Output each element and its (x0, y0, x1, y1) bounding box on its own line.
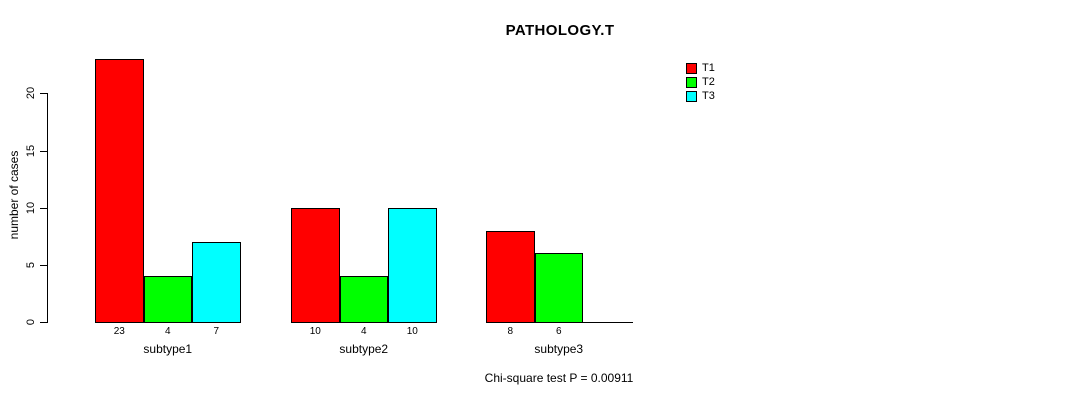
y-tick-label: 15 (25, 144, 37, 158)
chart-title: PATHOLOGY.T (505, 22, 615, 39)
y-tick (40, 93, 47, 94)
bar-value-label: 6 (555, 326, 562, 337)
y-tick-label: 0 (25, 318, 37, 326)
x-category-label-1: subtype1 (143, 342, 193, 356)
legend-swatch-T1 (686, 63, 697, 74)
y-axis-line (47, 93, 48, 323)
bar-subtype3-T1 (486, 231, 535, 323)
bar-subtype3-T3 (583, 322, 633, 323)
y-tick-label: 20 (25, 86, 37, 100)
legend-label-T1: T1 (702, 62, 715, 74)
y-tick (40, 208, 47, 209)
y-tick (40, 151, 47, 152)
legend: T1 T2 T3 (686, 63, 715, 102)
bar-subtype1-T1 (95, 59, 144, 323)
bar-value-label: 10 (406, 326, 418, 337)
bar-subtype1-T2 (143, 276, 192, 323)
legend-label-T3: T3 (702, 90, 715, 102)
bar-subtype2-T2 (339, 276, 388, 323)
bar-value-label: 4 (360, 326, 367, 337)
y-tick-label: 5 (25, 261, 37, 269)
legend-label-T2: T2 (702, 76, 715, 88)
legend-row-T3: T3 (686, 91, 715, 102)
bar-value-label: 10 (309, 326, 321, 337)
y-axis-label: number of cases (7, 150, 21, 240)
legend-swatch-T3 (686, 91, 697, 102)
bar-value-label: 8 (507, 326, 514, 337)
y-tick (40, 322, 47, 323)
chi-square-footnote: Chi-square test P = 0.00911 (484, 371, 634, 385)
bar-subtype1-T3 (192, 242, 241, 323)
bar-value-label: 7 (213, 326, 220, 337)
y-tick (40, 265, 47, 266)
bar-value-label: 23 (113, 326, 125, 337)
bar-value-label: 4 (164, 326, 171, 337)
legend-swatch-T2 (686, 77, 697, 88)
x-category-label-3: subtype3 (534, 342, 584, 356)
x-category-label-2: subtype2 (339, 342, 389, 356)
legend-row-T1: T1 (686, 63, 715, 74)
y-tick-label: 10 (25, 201, 37, 215)
bar-subtype3-T2 (534, 253, 583, 323)
legend-row-T2: T2 (686, 77, 715, 88)
bar-subtype2-T1 (291, 208, 340, 323)
bar-subtype2-T3 (388, 208, 437, 323)
